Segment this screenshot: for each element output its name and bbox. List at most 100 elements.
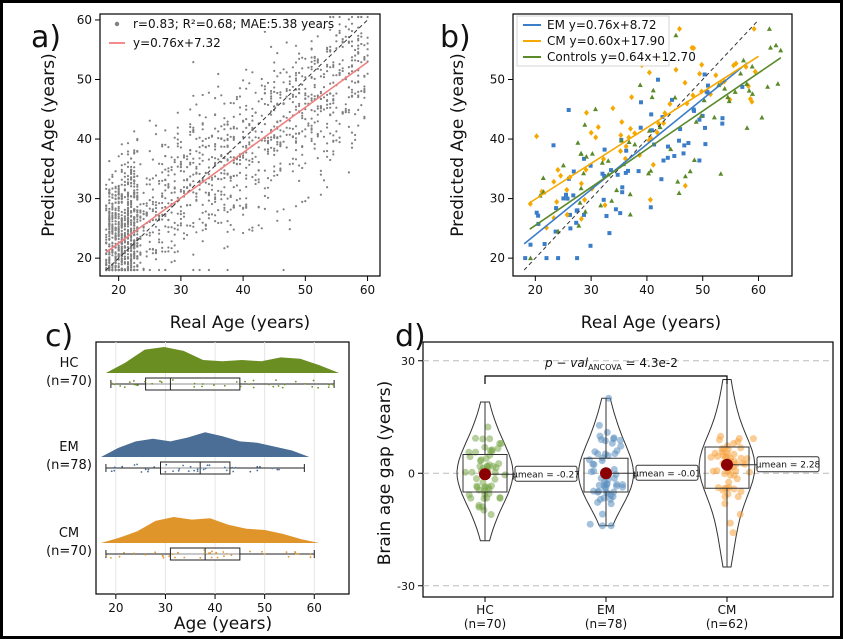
data-point: [319, 193, 322, 196]
em-point: [601, 197, 606, 202]
data-point: [170, 240, 173, 243]
data-point: [189, 108, 192, 111]
controls-point: [540, 175, 546, 180]
mean-label: µmean = -0.27: [512, 470, 580, 480]
controls-point: [560, 162, 566, 168]
data-point: [123, 262, 126, 265]
data-point: [254, 130, 257, 133]
controls-point: [578, 151, 584, 156]
data-point: [270, 45, 273, 49]
data-point: [217, 177, 220, 181]
data-point: [329, 132, 332, 135]
rain-point: [178, 468, 181, 470]
sample-point: [587, 468, 595, 476]
data-point: [120, 236, 123, 239]
data-point: [142, 267, 145, 270]
data-point: [335, 119, 338, 122]
data-point: [238, 189, 242, 192]
data-point: [120, 152, 123, 156]
data-point: [226, 144, 229, 147]
data-point: [366, 15, 369, 19]
data-point: [126, 198, 130, 201]
data-point: [126, 268, 130, 272]
data-point: [251, 175, 254, 179]
data-point: [120, 183, 123, 186]
data-point: [316, 157, 319, 160]
data-point: [154, 258, 158, 261]
data-point: [360, 104, 363, 107]
data-point: [133, 149, 136, 152]
controls-point: [577, 200, 583, 205]
data-point: [167, 185, 170, 188]
data-point: [148, 178, 151, 181]
data-point: [316, 94, 319, 97]
controls-point: [676, 190, 682, 195]
data-point: [279, 129, 282, 132]
data-point: [273, 149, 276, 152]
data-point: [273, 80, 276, 84]
data-point: [329, 92, 332, 95]
data-point: [198, 146, 201, 149]
data-point: [133, 208, 136, 211]
data-point: [294, 74, 298, 77]
data-point: [248, 228, 251, 231]
sample-point: [715, 436, 723, 444]
data-point: [201, 229, 204, 232]
data-point: [120, 263, 123, 266]
data-point: [158, 268, 161, 272]
data-point: [111, 206, 114, 209]
cm-point: [752, 68, 758, 75]
data-point: [282, 68, 285, 71]
data-point: [161, 213, 164, 216]
data-point: [133, 193, 136, 196]
data-point: [130, 239, 133, 242]
data-point: [117, 268, 120, 272]
data-point: [170, 226, 173, 229]
data-point: [148, 199, 151, 202]
data-point: [245, 205, 248, 208]
data-point: [217, 221, 220, 225]
data-point: [347, 108, 350, 112]
data-point: [270, 95, 273, 98]
data-point: [242, 154, 245, 157]
data-point: [313, 59, 316, 62]
data-point: [332, 15, 335, 19]
data-point: [126, 263, 130, 266]
data-point: [220, 145, 223, 148]
data-point: [204, 223, 207, 226]
sample-point: [586, 520, 594, 528]
em-point: [607, 231, 612, 236]
data-point: [238, 171, 242, 174]
data-point: [201, 203, 204, 206]
data-point: [120, 261, 123, 264]
data-point: [167, 202, 170, 205]
em-point: [706, 83, 710, 88]
data-point: [154, 210, 158, 213]
data-point: [263, 85, 266, 88]
data-point: [251, 139, 254, 142]
data-point: [329, 28, 332, 31]
data-point: [366, 48, 369, 51]
data-point: [319, 169, 322, 172]
data-point: [167, 226, 170, 229]
data-point: [341, 111, 344, 114]
data-point: [192, 191, 195, 194]
data-point: [151, 177, 154, 180]
data-point: [357, 74, 360, 77]
data-point: [182, 190, 186, 193]
em-point: [571, 169, 576, 174]
em-point: [574, 208, 579, 213]
data-point: [108, 191, 111, 194]
data-point: [201, 144, 204, 147]
data-point: [173, 244, 176, 247]
cm-point: [682, 182, 688, 189]
data-point: [257, 169, 260, 172]
x-tick-n-label: (n=62): [706, 617, 748, 631]
data-point: [120, 224, 123, 227]
data-point: [130, 178, 133, 181]
cm-point: [593, 134, 599, 141]
data-point: [108, 268, 111, 272]
data-point: [189, 130, 192, 133]
data-point: [123, 196, 126, 199]
data-point: [139, 203, 142, 206]
